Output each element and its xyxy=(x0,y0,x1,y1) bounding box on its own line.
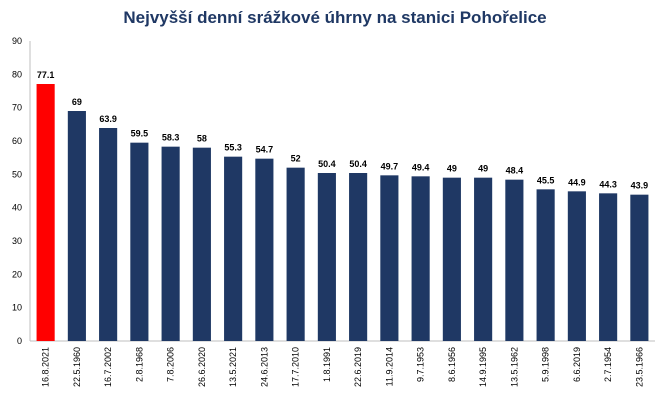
bar xyxy=(286,167,305,341)
data-label: 49 xyxy=(478,164,488,174)
data-label: 58.3 xyxy=(162,133,180,143)
bar xyxy=(192,147,211,341)
bar xyxy=(630,194,649,341)
x-tick-label: 13.5.2021 xyxy=(228,347,238,387)
bar xyxy=(536,189,555,341)
y-tick-label: 40 xyxy=(12,203,22,213)
bar xyxy=(474,177,493,341)
data-label: 48.4 xyxy=(506,166,524,176)
y-tick-label: 10 xyxy=(12,303,22,313)
bar xyxy=(567,191,586,341)
data-label: 44.9 xyxy=(568,177,586,187)
data-label: 77.1 xyxy=(37,70,55,80)
x-tick-label: 24.6.2013 xyxy=(259,347,269,387)
chart-title: Nejvyšší denní srážkové úhrny na stanici… xyxy=(123,8,547,27)
data-label: 54.7 xyxy=(256,145,274,155)
bar xyxy=(505,179,524,341)
x-tick-label: 5.9.1998 xyxy=(541,347,551,382)
y-tick-label: 70 xyxy=(12,103,22,113)
data-label: 52 xyxy=(291,154,301,164)
x-tick-label: 1.8.1991 xyxy=(322,347,332,382)
data-label: 59.5 xyxy=(131,129,149,139)
x-tick-label: 22.6.2019 xyxy=(353,347,363,387)
data-label: 63.9 xyxy=(99,114,117,124)
x-tick-label: 23.5.1966 xyxy=(634,347,644,387)
data-label: 50.4 xyxy=(349,159,367,169)
data-label: 69 xyxy=(72,97,82,107)
x-tick-label: 6.6.2019 xyxy=(572,347,582,382)
bar xyxy=(224,156,243,341)
data-label: 58 xyxy=(197,134,207,144)
x-tick-label: 22.5.1960 xyxy=(72,347,82,387)
x-tick-label: 7.8.2006 xyxy=(166,347,176,382)
y-tick-label: 80 xyxy=(12,69,22,79)
data-label: 43.9 xyxy=(631,181,649,191)
x-tick-label: 14.9.1995 xyxy=(478,347,488,387)
x-tick-label: 8.6.1956 xyxy=(447,347,457,382)
y-tick-label: 60 xyxy=(12,136,22,146)
y-tick-label: 30 xyxy=(12,236,22,246)
data-label: 49.7 xyxy=(381,161,399,171)
data-label: 44.3 xyxy=(599,179,617,189)
bar xyxy=(161,146,180,341)
bar xyxy=(442,177,461,341)
bar xyxy=(130,142,149,341)
x-tick-label: 26.6.2020 xyxy=(197,347,207,387)
bar xyxy=(317,173,336,341)
x-tick-label: 11.9.2014 xyxy=(384,347,394,386)
data-label: 45.5 xyxy=(537,175,555,185)
bar xyxy=(599,193,618,341)
x-tick-label: 16.7.2002 xyxy=(103,347,113,387)
x-tick-label: 9.7.1953 xyxy=(416,347,426,382)
y-tick-label: 50 xyxy=(12,169,22,179)
bar xyxy=(36,84,55,341)
x-tick-label: 17.7.2010 xyxy=(291,347,301,387)
bar xyxy=(349,173,368,341)
y-tick-label: 90 xyxy=(12,36,22,46)
y-tick-label: 20 xyxy=(12,269,22,279)
bar xyxy=(67,111,86,341)
y-tick-label: 0 xyxy=(17,336,22,346)
x-tick-label: 2.7.1954 xyxy=(603,347,613,382)
data-label: 55.3 xyxy=(224,143,242,153)
bar xyxy=(380,175,399,341)
x-tick-label: 2.8.1968 xyxy=(134,347,144,382)
data-label: 49.4 xyxy=(412,162,430,172)
bar xyxy=(99,128,118,341)
bar xyxy=(411,176,430,341)
data-label: 49 xyxy=(447,164,457,174)
bar xyxy=(255,158,274,341)
data-label: 50.4 xyxy=(318,159,336,169)
x-tick-label: 13.5.1962 xyxy=(509,347,519,387)
x-tick-label: 16.8.2021 xyxy=(41,347,51,387)
